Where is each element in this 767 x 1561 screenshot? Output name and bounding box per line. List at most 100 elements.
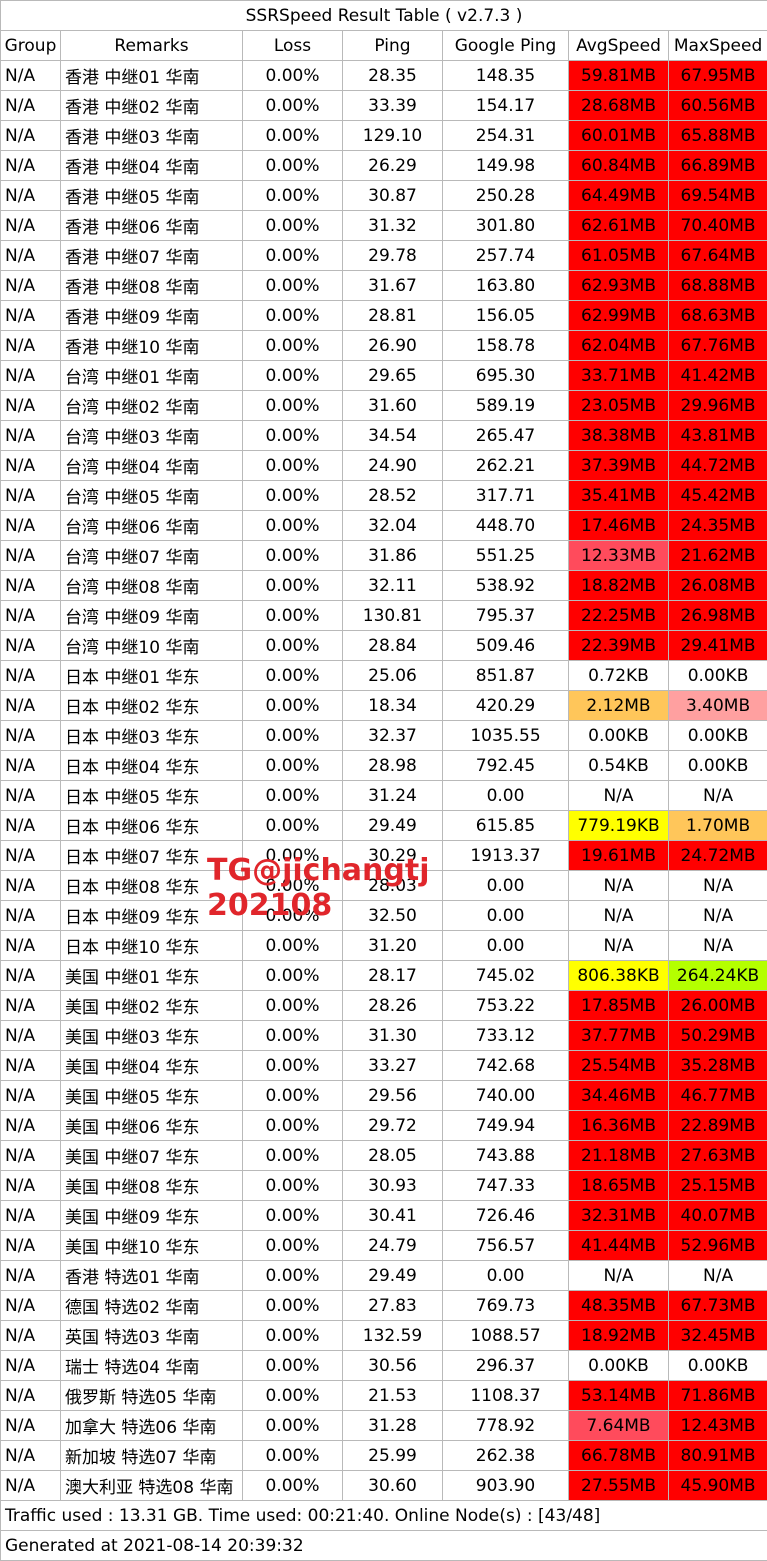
- cell-max-speed: N/A: [669, 781, 767, 811]
- cell-remarks: 加拿大 特选06 华南: [61, 1411, 243, 1441]
- cell-google-ping: 743.88: [443, 1141, 569, 1171]
- cell-google-ping: 257.74: [443, 241, 569, 271]
- cell-max-speed: 44.72MB: [669, 451, 767, 481]
- cell-loss: 0.00%: [243, 541, 343, 571]
- cell-google-ping: 262.21: [443, 451, 569, 481]
- cell-remarks: 台湾 中继03 华南: [61, 421, 243, 451]
- cell-remarks: 日本 中继06 华东: [61, 811, 243, 841]
- cell-avg-speed: 37.77MB: [569, 1021, 669, 1051]
- cell-loss: 0.00%: [243, 991, 343, 1021]
- cell-google-ping: 509.46: [443, 631, 569, 661]
- cell-group: N/A: [1, 1201, 61, 1231]
- cell-loss: 0.00%: [243, 181, 343, 211]
- cell-loss: 0.00%: [243, 1141, 343, 1171]
- cell-ping: 28.26: [343, 991, 443, 1021]
- cell-ping: 28.98: [343, 751, 443, 781]
- cell-ping: 31.32: [343, 211, 443, 241]
- cell-google-ping: 254.31: [443, 121, 569, 151]
- cell-max-speed: N/A: [669, 901, 767, 931]
- cell-loss: 0.00%: [243, 781, 343, 811]
- cell-google-ping: 262.38: [443, 1441, 569, 1471]
- cell-loss: 0.00%: [243, 151, 343, 181]
- cell-ping: 29.56: [343, 1081, 443, 1111]
- cell-google-ping: 742.68: [443, 1051, 569, 1081]
- cell-group: N/A: [1, 961, 61, 991]
- cell-group: N/A: [1, 1291, 61, 1321]
- cell-avg-speed: 33.71MB: [569, 361, 669, 391]
- cell-avg-speed: 28.68MB: [569, 91, 669, 121]
- cell-loss: 0.00%: [243, 661, 343, 691]
- cell-loss: 0.00%: [243, 961, 343, 991]
- cell-remarks: 香港 中继09 华南: [61, 301, 243, 331]
- cell-group: N/A: [1, 691, 61, 721]
- cell-loss: 0.00%: [243, 1411, 343, 1441]
- cell-google-ping: 0.00: [443, 931, 569, 961]
- cell-max-speed: 45.90MB: [669, 1471, 767, 1501]
- cell-avg-speed: 62.04MB: [569, 331, 669, 361]
- cell-remarks: 美国 中继02 华东: [61, 991, 243, 1021]
- cell-loss: 0.00%: [243, 331, 343, 361]
- cell-group: N/A: [1, 721, 61, 751]
- cell-ping: 130.81: [343, 601, 443, 631]
- cell-ping: 28.84: [343, 631, 443, 661]
- cell-remarks: 香港 中继04 华南: [61, 151, 243, 181]
- cell-group: N/A: [1, 331, 61, 361]
- cell-ping: 31.67: [343, 271, 443, 301]
- cell-avg-speed: 7.64MB: [569, 1411, 669, 1441]
- cell-avg-speed: 60.84MB: [569, 151, 669, 181]
- header-row: Group Remarks Loss Ping Google Ping AvgS…: [1, 31, 767, 61]
- cell-avg-speed: 806.38KB: [569, 961, 669, 991]
- cell-ping: 129.10: [343, 121, 443, 151]
- cell-loss: 0.00%: [243, 1291, 343, 1321]
- cell-remarks: 日本 中继07 华东: [61, 841, 243, 871]
- cell-loss: 0.00%: [243, 1321, 343, 1351]
- cell-ping: 28.05: [343, 1141, 443, 1171]
- cell-max-speed: 69.54MB: [669, 181, 767, 211]
- cell-max-speed: 26.98MB: [669, 601, 767, 631]
- cell-max-speed: 65.88MB: [669, 121, 767, 151]
- cell-avg-speed: 34.46MB: [569, 1081, 669, 1111]
- cell-google-ping: 149.98: [443, 151, 569, 181]
- cell-google-ping: 551.25: [443, 541, 569, 571]
- header-remarks: Remarks: [61, 31, 243, 61]
- cell-group: N/A: [1, 1321, 61, 1351]
- cell-max-speed: 67.73MB: [669, 1291, 767, 1321]
- cell-group: N/A: [1, 661, 61, 691]
- cell-google-ping: 589.19: [443, 391, 569, 421]
- cell-remarks: 美国 中继08 华东: [61, 1171, 243, 1201]
- footer-generated: Generated at 2021-08-14 20:39:32: [1, 1531, 767, 1561]
- cell-max-speed: 22.89MB: [669, 1111, 767, 1141]
- cell-loss: 0.00%: [243, 1261, 343, 1291]
- cell-avg-speed: 61.05MB: [569, 241, 669, 271]
- cell-google-ping: 265.47: [443, 421, 569, 451]
- cell-loss: 0.00%: [243, 811, 343, 841]
- cell-google-ping: 154.17: [443, 91, 569, 121]
- cell-remarks: 香港 中继06 华南: [61, 211, 243, 241]
- cell-group: N/A: [1, 421, 61, 451]
- cell-avg-speed: 48.35MB: [569, 1291, 669, 1321]
- cell-avg-speed: 19.61MB: [569, 841, 669, 871]
- cell-max-speed: 60.56MB: [669, 91, 767, 121]
- cell-google-ping: 753.22: [443, 991, 569, 1021]
- cell-max-speed: 24.35MB: [669, 511, 767, 541]
- cell-loss: 0.00%: [243, 241, 343, 271]
- cell-remarks: 台湾 中继07 华南: [61, 541, 243, 571]
- cell-group: N/A: [1, 361, 61, 391]
- cell-remarks: 日本 中继05 华东: [61, 781, 243, 811]
- cell-avg-speed: 41.44MB: [569, 1231, 669, 1261]
- cell-max-speed: 264.24KB: [669, 961, 767, 991]
- cell-avg-speed: N/A: [569, 901, 669, 931]
- cell-remarks: 台湾 中继06 华南: [61, 511, 243, 541]
- cell-remarks: 美国 中继07 华东: [61, 1141, 243, 1171]
- cell-loss: 0.00%: [243, 1441, 343, 1471]
